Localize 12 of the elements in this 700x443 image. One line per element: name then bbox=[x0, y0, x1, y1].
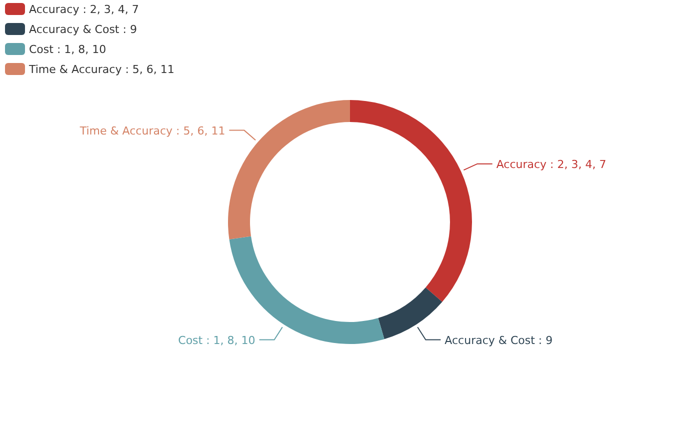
donut-slice bbox=[229, 236, 384, 344]
slice-label: Accuracy & Cost : 9 bbox=[444, 334, 553, 347]
donut-slice bbox=[228, 100, 350, 240]
slice-label: Time & Accuracy : 5, 6, 11 bbox=[78, 124, 226, 138]
slice-label: Cost : 1, 8, 10 bbox=[178, 334, 256, 347]
donut-slice bbox=[378, 287, 442, 340]
legend-label: Accuracy & Cost : 9 bbox=[29, 23, 137, 36]
slice-label: Accuracy : 2, 3, 4, 7 bbox=[496, 158, 606, 171]
legend-label: Cost : 1, 8, 10 bbox=[29, 43, 106, 56]
legend-label: Accuracy : 2, 3, 4, 7 bbox=[29, 3, 139, 16]
donut-slice bbox=[350, 100, 472, 302]
legend-label: Time & Accuracy : 5, 6, 11 bbox=[28, 63, 174, 76]
